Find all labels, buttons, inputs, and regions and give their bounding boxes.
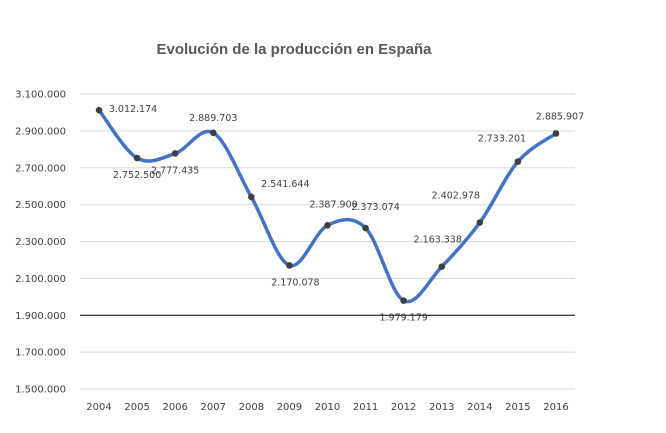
y-tick-label: 2.300.000 (15, 237, 66, 248)
data-point (514, 158, 522, 165)
y-tick-label: 2.700.000 (15, 163, 66, 174)
data-label: 2.402.978 (432, 191, 480, 202)
x-tick-label: 2007 (201, 402, 226, 413)
y-tick-label: 3.100.000 (15, 90, 66, 101)
data-label: 2.163.338 (414, 235, 462, 246)
y-tick-label: 2.900.000 (15, 126, 66, 137)
data-point (171, 150, 179, 157)
x-tick-label: 2012 (391, 402, 416, 413)
data-point (133, 154, 141, 162)
data-point (248, 193, 255, 201)
data-label: 2.541.644 (261, 179, 309, 190)
x-tick-label: 2008 (239, 402, 264, 413)
x-tick-label: 2004 (86, 402, 111, 413)
x-tick-label: 2011 (353, 402, 378, 413)
y-tick-label: 1.900.000 (15, 311, 66, 322)
gridlines (80, 93, 575, 390)
y-tick-label: 1.700.000 (15, 348, 66, 359)
x-tick-label: 2016 (543, 402, 568, 413)
data-point (95, 106, 103, 114)
data-label: 2.885.907 (536, 111, 584, 122)
data-point (438, 263, 446, 270)
data-label: 2.373.074 (351, 202, 399, 213)
data-label: 3.012.174 (109, 104, 157, 115)
x-tick-label: 2009 (277, 402, 302, 413)
x-axis-ticks: 2004 2005 2006 2007 2008 2009 2010 2011 2012 2013… (86, 402, 568, 413)
data-point (552, 130, 560, 137)
x-tick-label: 2010 (315, 402, 340, 413)
chart-title: Evolución de la producción en España (156, 41, 432, 58)
data-label: 2.777.435 (151, 165, 199, 176)
data-label: 2.889.703 (189, 113, 237, 124)
data-label: 1.979.179 (379, 313, 427, 324)
data-label: 2.733.201 (478, 134, 526, 145)
y-tick-label: 2.500.000 (15, 200, 66, 211)
y-tick-label: 1.500.000 (15, 385, 66, 396)
data-point (476, 219, 484, 226)
x-tick-label: 2014 (467, 402, 492, 413)
data-point (362, 224, 369, 232)
data-point (209, 129, 217, 137)
x-tick-label: 2015 (505, 402, 530, 413)
data-point (286, 262, 293, 269)
data-label: 2.387.900 (309, 199, 357, 210)
x-tick-label: 2013 (429, 402, 454, 413)
x-tick-label: 2005 (124, 402, 149, 413)
data-label: 2.170.078 (271, 277, 319, 288)
data-label: 2.752.500 (113, 170, 161, 181)
y-tick-label: 2.100.000 (15, 274, 66, 285)
data-point (400, 297, 407, 304)
y-axis-ticks: 1.500.000 1.700.000 1.900.000 2.100.000 2.30… (15, 90, 66, 396)
x-tick-label: 2006 (162, 402, 187, 413)
series-layer (95, 106, 560, 304)
data-point (324, 221, 331, 229)
